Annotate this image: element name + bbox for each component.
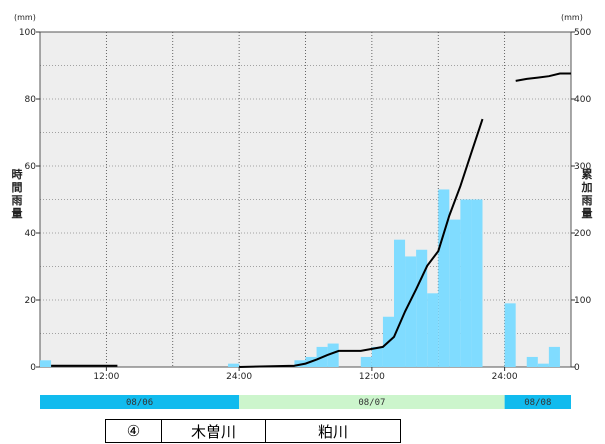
left-axis-label-char: 時 [12,167,23,181]
left-axis-label-char: 雨 [12,194,23,207]
station-table: ④ 木曽川 粕川 [105,419,401,443]
date-band-label: 08/07 [358,398,385,408]
left-tick-label: 0 [30,363,36,373]
station-name: 粕川 [317,422,348,441]
rain-bar [405,256,417,367]
river-name: 木曽川 [162,420,266,442]
date-band [40,395,240,409]
rain-bar [360,356,372,367]
left-axis-label-char: 量 [12,207,23,220]
right-tick-label: 400 [574,95,591,105]
left-tick-label: 40 [25,229,37,239]
rain-bar [416,249,428,367]
right-axis-label-char: 加 [581,180,593,194]
rain-bar [504,303,516,367]
rain-bar [228,363,240,367]
left-tick-label: 100 [19,28,36,38]
x-tick-label: 12:00 [93,372,119,382]
left-tick-label: 80 [25,95,37,105]
left-tick-label: 20 [25,296,37,306]
right-axis-label-char: 量 [582,207,593,220]
x-axis: 12:00 24:00 12:00 24:00 [93,367,518,382]
right-axis-unit: (mm) [561,13,583,22]
rain-bar [327,343,339,367]
date-band [504,395,571,409]
right-tick-label: 200 [574,229,591,239]
rain-bar [371,346,383,367]
x-tick-label: 12:00 [359,372,385,382]
right-tick-label: 500 [574,28,591,38]
right-axis-label-char: 雨 [582,194,593,207]
right-tick-label: 300 [574,162,591,172]
rain-bar [526,356,538,367]
rain-bar [471,199,483,367]
cumulative-rain-line [51,72,571,368]
x-tick-label: 24:00 [492,372,518,382]
right-axis-label-char: 累 [582,168,593,181]
x-tick-label: 24:00 [226,372,252,382]
plot-background [39,31,572,368]
rain-bar [40,360,52,367]
date-band-label: 08/08 [524,398,551,408]
date-band [239,395,505,409]
cumulative-line-segment [515,72,571,82]
right-tick-label: 0 [574,363,580,373]
right-tick-label: 100 [574,296,591,306]
date-band-label: 08/06 [126,398,153,408]
rain-bar [460,199,472,367]
rain-bar [438,189,450,367]
left-axis-label-char: 間 [12,181,23,194]
date-bands: 08/06 08/07 08/08 [40,395,571,409]
station-number: ④ [106,420,162,442]
rain-bar [537,363,549,367]
rain-bar [394,239,406,367]
left-tick-label: 60 [25,162,37,172]
cumulative-line-segment [239,118,484,368]
rain-bar [427,293,439,367]
left-axis-unit: (mm) [14,13,36,22]
rain-bar [548,346,560,367]
rain-bar [449,219,461,367]
